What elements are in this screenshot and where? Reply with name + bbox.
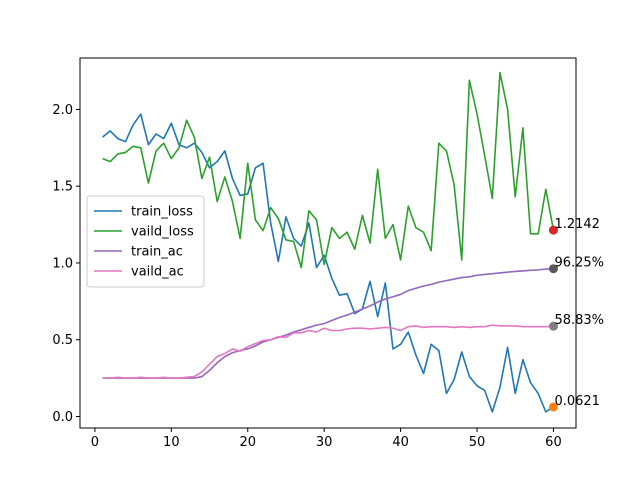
end-label-0: 1.2142 <box>554 217 600 232</box>
x-tick-label-4: 40 <box>392 435 409 450</box>
x-tick-label-0: 0 <box>91 435 99 450</box>
y-tick-label-2: 1.0 <box>52 256 73 271</box>
legend-label-vaild-loss: vaild_loss <box>131 225 194 240</box>
end-marker-1 <box>548 264 558 274</box>
y-tick-label-4: 2.0 <box>52 103 73 118</box>
legend-label-vaild-ac: vaild_ac <box>131 265 184 280</box>
y-tick-label-3: 1.5 <box>52 180 73 195</box>
y-tick-label-1: 0.5 <box>52 333 73 348</box>
y-axis: 0.0 0.5 1.0 1.5 2.0 <box>52 103 80 425</box>
end-marker-0 <box>548 225 558 235</box>
y-tick-label-0: 0.0 <box>52 410 73 425</box>
legend-label-train-loss: train_loss <box>131 205 193 220</box>
x-tick-label-6: 60 <box>545 435 562 450</box>
end-label-1: 96.25% <box>554 256 604 271</box>
end-marker-2 <box>548 321 558 331</box>
series-line-vaild-ac <box>102 324 554 379</box>
end-label-3: 0.0621 <box>554 394 600 409</box>
plot-frame <box>79 57 577 429</box>
legend: train_loss vaild_loss train_ac vaild_ac <box>86 195 205 288</box>
end-label-2: 58.83% <box>554 313 604 328</box>
legend-box <box>86 195 205 288</box>
x-tick-label-2: 20 <box>239 435 256 450</box>
x-tick-label-5: 50 <box>469 435 486 450</box>
series-line-vaild-loss <box>102 71 555 269</box>
x-axis: 0 10 20 30 40 50 60 <box>91 428 562 450</box>
x-tick-label-3: 30 <box>316 435 333 450</box>
legend-label-train-ac: train_ac <box>131 245 183 260</box>
series-layer <box>102 71 555 413</box>
end-marker-3 <box>548 402 558 412</box>
x-tick-label-1: 10 <box>163 435 180 450</box>
end-marker-layer: 1.2142 96.25% 58.83% 0.0621 <box>548 217 604 412</box>
series-line-train-loss <box>102 113 554 413</box>
